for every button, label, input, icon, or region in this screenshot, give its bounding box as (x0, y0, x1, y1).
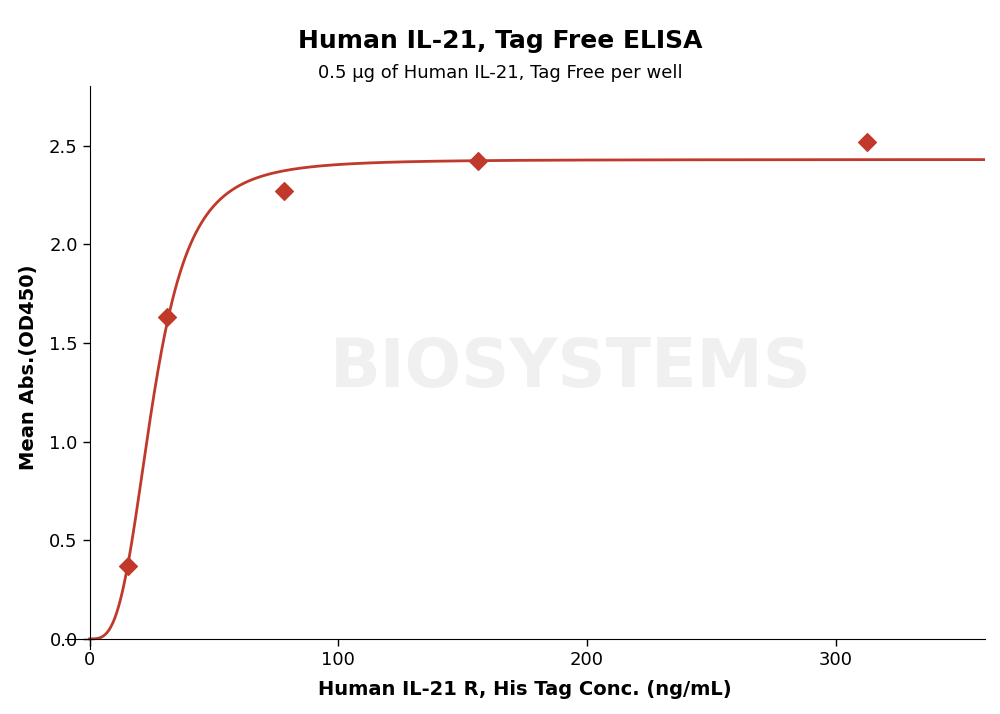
Point (120, 560, 136, 572)
Point (159, 311, 175, 323)
Text: 0.5 μg of Human IL-21, Tag Free per well: 0.5 μg of Human IL-21, Tag Free per well (318, 64, 682, 82)
Text: BIOSYSTEMS: BIOSYSTEMS (330, 335, 812, 401)
X-axis label: Human IL-21 R, His Tag Conc. (ng/mL): Human IL-21 R, His Tag Conc. (ng/mL) (318, 680, 732, 699)
Point (859, 136, 875, 147)
Y-axis label: Mean Abs.(OD450): Mean Abs.(OD450) (19, 265, 38, 471)
Point (470, 156, 486, 167)
Text: Human IL-21, Tag Free ELISA: Human IL-21, Tag Free ELISA (298, 29, 702, 53)
Point (276, 185, 292, 196)
